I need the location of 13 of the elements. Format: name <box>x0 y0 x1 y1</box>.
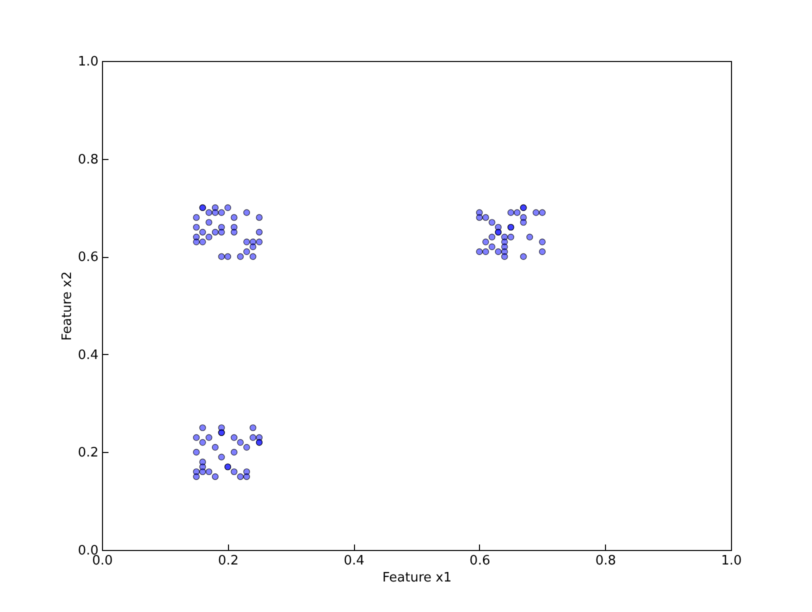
x-tick-label: 0.2 <box>218 554 239 568</box>
y-tick-label: 0.4 <box>78 348 98 363</box>
x-tick-label: 1.0 <box>721 554 742 568</box>
x-axis-title: Feature x1 <box>382 570 452 586</box>
x-tick-label: 0.0 <box>92 554 113 568</box>
y-tick-label: 0.8 <box>78 152 98 168</box>
y-tick-label: 1.0 <box>78 54 98 70</box>
y-tick-label: 0.6 <box>78 250 98 266</box>
x-tick-label: 0.6 <box>470 554 490 568</box>
x-tick-label: 0.4 <box>344 554 364 568</box>
x-tick-label: 0.8 <box>595 554 616 568</box>
y-axis-title: Feature x2 <box>60 271 75 341</box>
y-tick-label: 0.2 <box>78 446 98 461</box>
